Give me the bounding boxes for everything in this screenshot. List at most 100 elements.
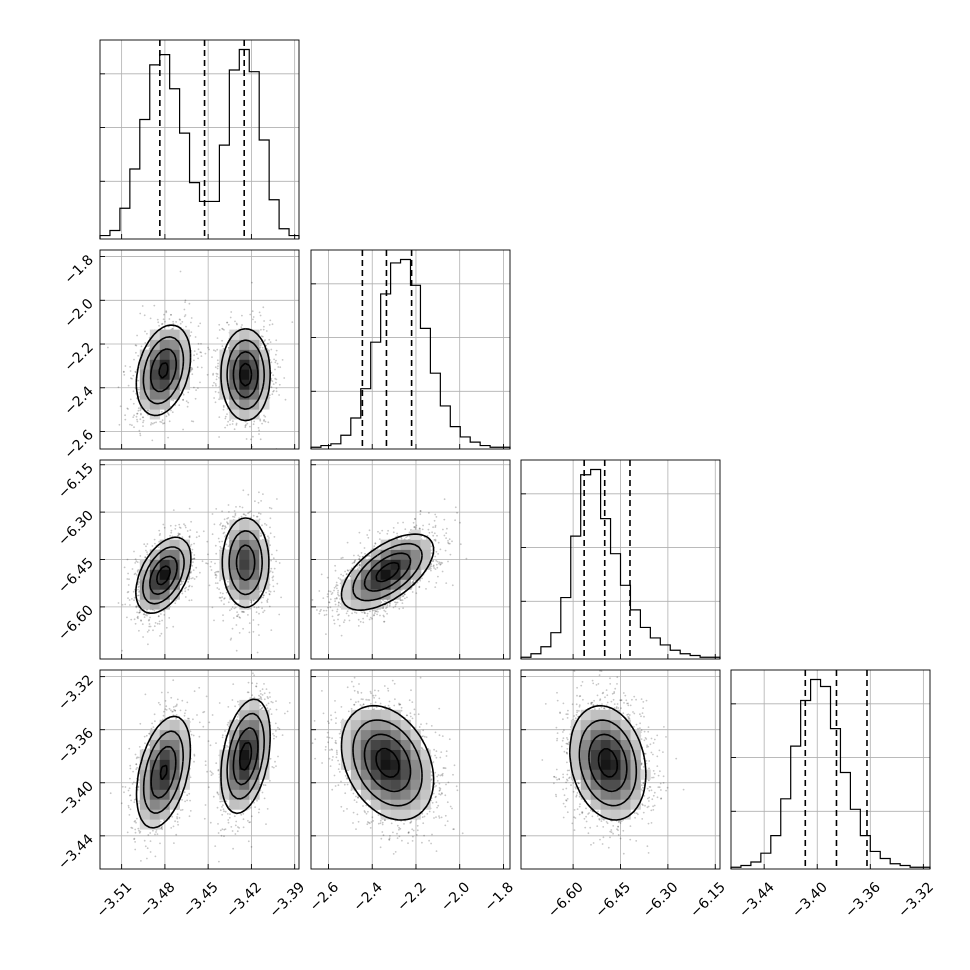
sample-point: [271, 576, 274, 579]
sample-point: [136, 420, 139, 423]
sample-point: [153, 625, 156, 628]
sample-point: [268, 593, 271, 595]
sample-point: [275, 549, 278, 552]
sample-point: [262, 335, 264, 338]
sample-point: [268, 590, 270, 592]
density-cell: [169, 549, 180, 560]
sample-point: [230, 311, 233, 313]
sample-point: [214, 562, 216, 565]
density-cell: [159, 349, 170, 360]
sample-point: [178, 318, 181, 321]
sample-point: [272, 557, 275, 560]
sample-point: [216, 582, 219, 584]
density-cell: [259, 539, 270, 550]
sample-point: [223, 598, 226, 600]
sample-point: [165, 311, 168, 314]
sample-point: [227, 545, 230, 548]
sample-point: [205, 562, 208, 565]
sample-point: [268, 324, 271, 326]
sample-point: [127, 590, 130, 593]
sample-point: [148, 629, 150, 632]
sample-point: [221, 345, 224, 347]
sample-point: [172, 625, 175, 628]
sample-point: [275, 387, 278, 390]
sample-point: [268, 537, 270, 539]
sample-point: [138, 585, 141, 588]
density-cell: [249, 389, 260, 400]
sample-point: [226, 321, 228, 324]
sample-point: [132, 390, 135, 393]
density-cell: [239, 349, 250, 360]
sample-point: [248, 511, 251, 514]
sample-point: [230, 637, 233, 640]
sample-point: [275, 359, 277, 362]
density-cell: [179, 539, 190, 550]
density-cell: [259, 359, 270, 370]
sample-point: [234, 606, 237, 609]
sample-point: [373, 612, 376, 614]
sample-point: [190, 571, 192, 574]
sample-point: [179, 322, 182, 325]
sample-point: [137, 586, 140, 589]
sample-point: [241, 324, 243, 326]
sample-point: [437, 575, 439, 578]
density-cell: [179, 569, 190, 580]
sample-point: [227, 347, 230, 349]
sample-point: [146, 613, 148, 615]
sample-point: [179, 319, 182, 321]
sample-point: [158, 615, 160, 617]
sample-point: [136, 334, 139, 337]
sample-point: [193, 386, 195, 389]
sample-point: [218, 436, 221, 438]
sample-point: [195, 389, 198, 391]
density-cell: [249, 379, 260, 390]
sample-point: [193, 350, 196, 352]
sample-point: [459, 543, 462, 546]
sample-point: [224, 415, 227, 418]
density-cell: [139, 379, 151, 390]
sample-point: [178, 533, 181, 535]
sample-point: [170, 529, 173, 532]
sample-point: [168, 420, 171, 423]
sample-point: [273, 590, 276, 593]
sample-point: [163, 609, 165, 612]
sample-point: [238, 632, 241, 634]
sample-point: [272, 374, 275, 377]
sample-point: [141, 623, 144, 625]
density-cell: [139, 399, 151, 410]
sample-point: [273, 389, 275, 392]
histogram-panel-p0: [99, 39, 300, 240]
sample-point: [186, 405, 189, 408]
sample-point: [126, 407, 129, 410]
sample-point: [162, 422, 164, 425]
sample-point: [190, 520, 193, 523]
sample-point: [153, 304, 156, 307]
y-tick-label: −6.60: [55, 602, 97, 644]
sample-point: [193, 557, 196, 560]
sample-point: [144, 556, 147, 558]
sample-point: [185, 400, 188, 403]
sample-point: [157, 321, 160, 324]
sample-point: [274, 377, 277, 380]
sample-point: [267, 421, 270, 424]
sample-point: [374, 542, 377, 545]
sample-point: [217, 391, 220, 394]
sample-point: [184, 314, 187, 316]
density-cell: [239, 559, 250, 570]
sample-point: [255, 606, 258, 609]
sample-point: [221, 525, 224, 528]
y-tick-label: −2.0: [61, 296, 96, 331]
sample-point: [268, 605, 271, 608]
sample-point: [257, 501, 260, 504]
sample-point: [133, 573, 136, 576]
sample-point: [122, 371, 125, 373]
sample-point: [169, 524, 172, 527]
panel-frame: [730, 669, 931, 870]
sample-point: [235, 322, 238, 325]
density-cell: [159, 579, 170, 590]
sample-point: [151, 439, 154, 442]
sample-point: [172, 327, 175, 330]
sample-point: [253, 420, 256, 423]
sample-point: [270, 507, 273, 510]
sample-point: [227, 420, 230, 423]
